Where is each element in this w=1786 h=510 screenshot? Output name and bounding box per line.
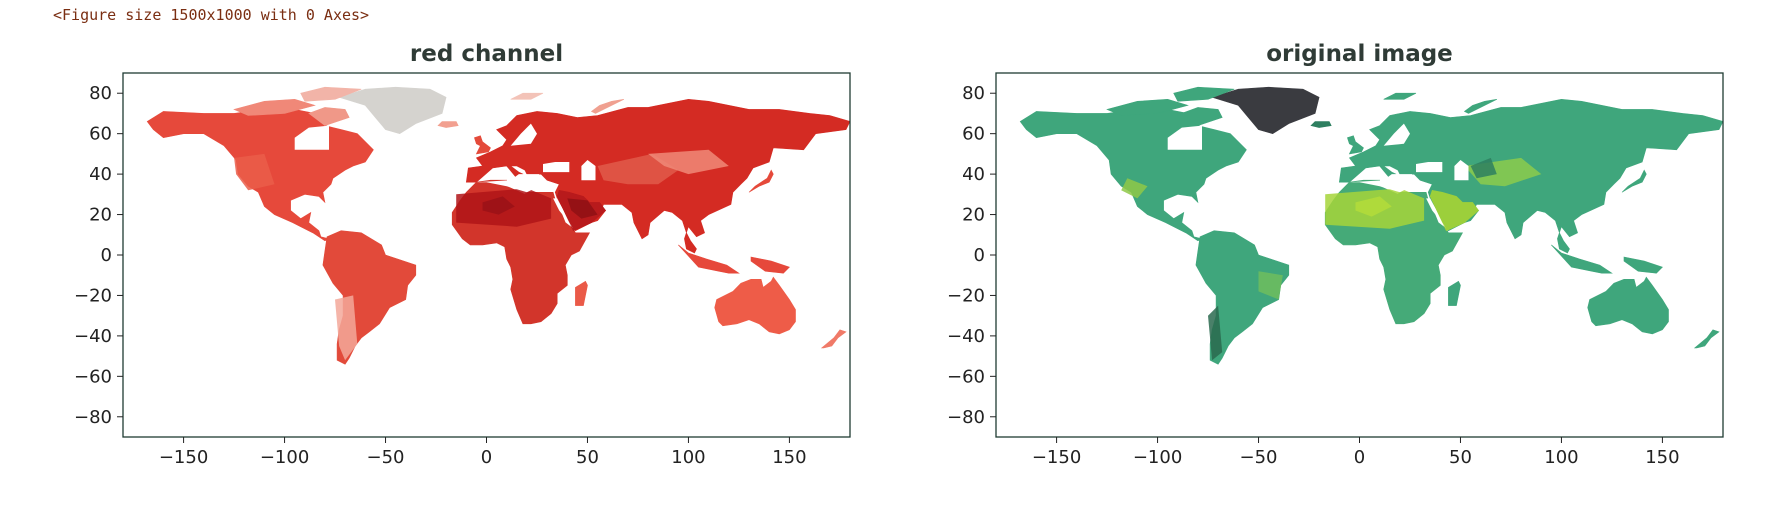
map-layer bbox=[1019, 86, 1723, 365]
chart-title: red channel bbox=[410, 41, 563, 67]
landmass-madagascar bbox=[1448, 280, 1461, 306]
y-tick-label: −60 bbox=[947, 366, 985, 387]
y-tick-label: 80 bbox=[89, 83, 112, 104]
y-tick-label: −40 bbox=[74, 326, 112, 347]
water-body bbox=[543, 162, 570, 173]
landmass-australia bbox=[714, 276, 796, 335]
water-body bbox=[1349, 174, 1421, 193]
landmass-baffin bbox=[1181, 107, 1223, 126]
water-body bbox=[1454, 160, 1469, 181]
x-tick-label: 0 bbox=[481, 447, 492, 468]
water-body bbox=[553, 198, 574, 229]
chart-title: original image bbox=[1266, 41, 1453, 67]
red-channel-axes: red channel −150 −100 −50 0 50 100 150 80 60 40 20 0… bbox=[74, 41, 851, 468]
color-region bbox=[1355, 196, 1392, 217]
water-body bbox=[581, 160, 596, 181]
x-tick-label: 50 bbox=[1449, 447, 1472, 468]
landmass-ellesmere bbox=[300, 86, 362, 102]
landmass-svalbard bbox=[510, 92, 544, 100]
color-region bbox=[567, 198, 598, 219]
color-region bbox=[1470, 157, 1497, 179]
landmass-baffin bbox=[308, 107, 350, 126]
x-tick-label: 150 bbox=[1645, 447, 1679, 468]
y-tick-label: 80 bbox=[962, 83, 985, 104]
landmass-indonesia bbox=[1551, 244, 1613, 274]
landmass-indonesia bbox=[678, 244, 740, 274]
y-tick-label: −80 bbox=[947, 407, 985, 428]
landmass-madagascar bbox=[575, 280, 588, 306]
color-region bbox=[1121, 178, 1148, 199]
x-tick-label: −150 bbox=[159, 447, 208, 468]
y-tick-label: 60 bbox=[962, 124, 985, 145]
landmass-iceland bbox=[437, 121, 459, 128]
landmass-arcticIsles bbox=[1106, 98, 1189, 116]
x-tick-label: 150 bbox=[772, 447, 806, 468]
water-body bbox=[294, 125, 329, 150]
y-tick-label: 40 bbox=[962, 164, 985, 185]
color-region bbox=[234, 153, 275, 191]
landmass-svalbard bbox=[1383, 92, 1417, 100]
x-tick-label: 0 bbox=[1354, 447, 1365, 468]
color-region bbox=[482, 196, 515, 215]
landmass-greenland bbox=[338, 86, 447, 135]
landmass-uk bbox=[474, 135, 491, 155]
landmass-japan bbox=[1621, 169, 1647, 193]
y-tick-label: 20 bbox=[89, 205, 112, 226]
x-tick-label: −50 bbox=[367, 447, 405, 468]
landmass-australia bbox=[1587, 276, 1669, 335]
color-region bbox=[597, 153, 679, 185]
landmass-greenland bbox=[1211, 86, 1320, 135]
water-body bbox=[1416, 162, 1443, 173]
water-body bbox=[1426, 198, 1447, 229]
landmass-newZealand bbox=[1693, 329, 1720, 349]
y-tick-label: 20 bbox=[962, 205, 985, 226]
original-image-axes: original image −150 −100 −50 0 50 100 150 80 60 40… bbox=[947, 41, 1724, 468]
landmass-arabia bbox=[1429, 189, 1480, 232]
x-tick-label: 50 bbox=[576, 447, 599, 468]
water-body bbox=[1383, 123, 1410, 146]
y-tick-label: −40 bbox=[947, 326, 985, 347]
water-body bbox=[1167, 125, 1202, 150]
landmass-novayaZemlya bbox=[590, 99, 624, 114]
x-tick-label: −150 bbox=[1032, 447, 1081, 468]
y-tick-label: −20 bbox=[947, 285, 985, 306]
x-tick-label: −100 bbox=[1133, 447, 1182, 468]
landmass-newZealand bbox=[820, 329, 847, 349]
y-tick-label: 0 bbox=[101, 245, 112, 266]
y-tick-label: 0 bbox=[974, 245, 985, 266]
color-region bbox=[335, 295, 358, 361]
y-tick-label: −20 bbox=[74, 285, 112, 306]
landmass-newGuinea bbox=[1623, 256, 1663, 274]
landmass-novayaZemlya bbox=[1463, 99, 1497, 114]
color-region bbox=[1208, 305, 1223, 361]
landmass-arcticIsles bbox=[233, 98, 316, 116]
landmass-iceland bbox=[1310, 121, 1332, 128]
x-tick-label: −50 bbox=[1240, 447, 1278, 468]
map-layer bbox=[146, 86, 850, 365]
landmass-newGuinea bbox=[750, 256, 790, 274]
color-region bbox=[1258, 271, 1283, 300]
y-tick-label: −60 bbox=[74, 366, 112, 387]
x-tick-label: −100 bbox=[260, 447, 309, 468]
landmass-uk bbox=[1347, 135, 1364, 155]
y-tick-label: 40 bbox=[89, 164, 112, 185]
figure-output-text: <Figure size 1500x1000 with 0 Axes> bbox=[53, 6, 370, 24]
x-tick-label: 100 bbox=[1544, 447, 1578, 468]
water-body bbox=[510, 123, 537, 146]
landmass-japan bbox=[748, 169, 774, 193]
color-region bbox=[648, 149, 729, 175]
x-tick-label: 100 bbox=[671, 447, 705, 468]
water-body bbox=[476, 174, 548, 193]
y-tick-label: −80 bbox=[74, 407, 112, 428]
y-tick-label: 60 bbox=[89, 124, 112, 145]
landmass-ellesmere bbox=[1173, 86, 1235, 102]
